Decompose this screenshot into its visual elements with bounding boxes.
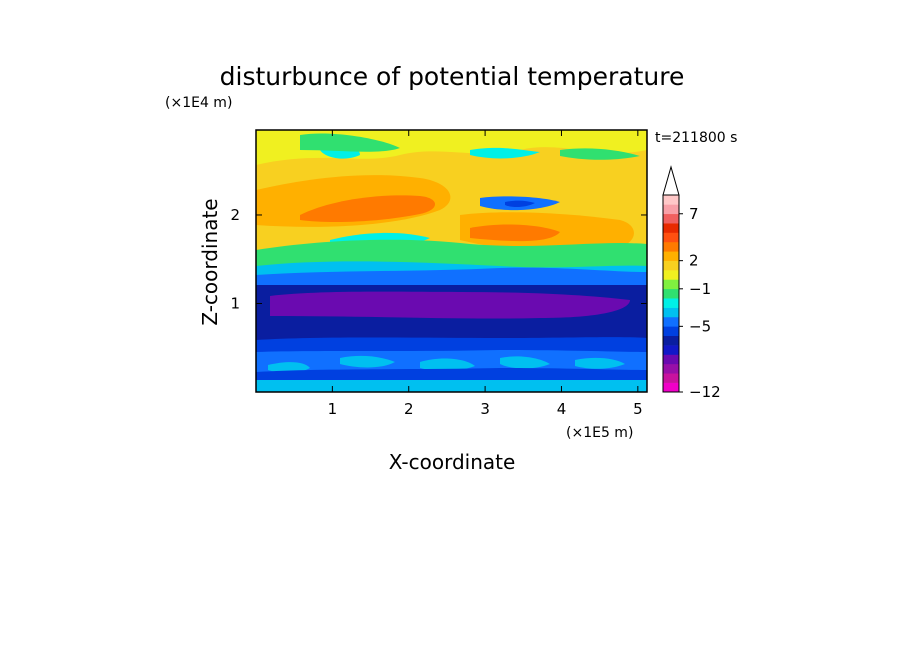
x-tick-label: 5 — [633, 400, 643, 418]
x-tick-label: 1 — [328, 400, 338, 418]
y-tick-label: 2 — [230, 206, 240, 224]
colorbar-tick-label: −1 — [689, 280, 711, 298]
colorbar-segment — [663, 232, 679, 243]
plot-frame — [255, 129, 648, 393]
region-surface-cyan — [256, 380, 647, 392]
colorbar-segment — [663, 307, 679, 318]
colorbar-segment — [663, 345, 679, 355]
chart-title: disturbunce of potential temperature — [220, 62, 685, 91]
region-upper-green — [300, 133, 640, 160]
x-axis: 1 2 3 4 5 — [328, 130, 643, 418]
colorbar-segment — [663, 213, 679, 224]
colorbar-segment — [663, 354, 679, 365]
colorbar-segment — [663, 251, 679, 261]
colorbar-segment — [663, 382, 679, 393]
colorbar-tick-label: −5 — [689, 317, 711, 335]
time-label: t=211800 s — [655, 130, 737, 146]
colorbar-segment — [663, 326, 679, 337]
contour-field — [256, 130, 647, 392]
colorbar-segment — [663, 204, 679, 215]
colorbar-segment — [663, 298, 679, 308]
x-tick-label: 3 — [480, 400, 490, 418]
colorbar-segment — [663, 223, 679, 233]
region-orange-core-left — [300, 195, 435, 222]
colorbar-tick-label: 2 — [689, 252, 699, 270]
colorbar-segment — [663, 363, 679, 374]
colorbar: 7 2 −1 −5 −12 — [662, 165, 721, 401]
colorbar-segment — [663, 260, 679, 271]
colorbar-segment — [663, 270, 679, 280]
colorbar-segment — [663, 316, 679, 327]
x-axis-title: X-coordinate — [389, 450, 516, 474]
colorbar-segment — [663, 241, 679, 252]
x-tick-label: 4 — [557, 400, 567, 418]
y-axis-title: Z-coordinate — [198, 198, 222, 325]
colorbar-segment — [663, 373, 679, 383]
region-orange-core-right — [470, 224, 560, 242]
colorbar-segment — [663, 279, 679, 290]
y-unit-label: (×1E4 m) — [165, 95, 232, 111]
region-upper-cyan — [320, 138, 540, 159]
colorbar-tick-label: −12 — [689, 383, 721, 401]
x-tick-label: 2 — [404, 400, 414, 418]
region-cyan-blobs — [268, 355, 625, 373]
region-purple-band — [270, 291, 630, 319]
colorbar-segment — [663, 195, 679, 205]
region-blue-upper — [256, 267, 647, 290]
colorbar-extend-arrow — [662, 165, 680, 196]
x-unit-label: (×1E5 m) — [566, 425, 633, 441]
colorbar-segment — [663, 288, 679, 299]
colorbar-segment — [663, 335, 679, 346]
colorbar-tick-label: 7 — [689, 205, 699, 223]
y-axis: 12 — [230, 206, 647, 312]
region-blue-core — [505, 200, 535, 208]
y-tick-label: 1 — [230, 294, 240, 312]
